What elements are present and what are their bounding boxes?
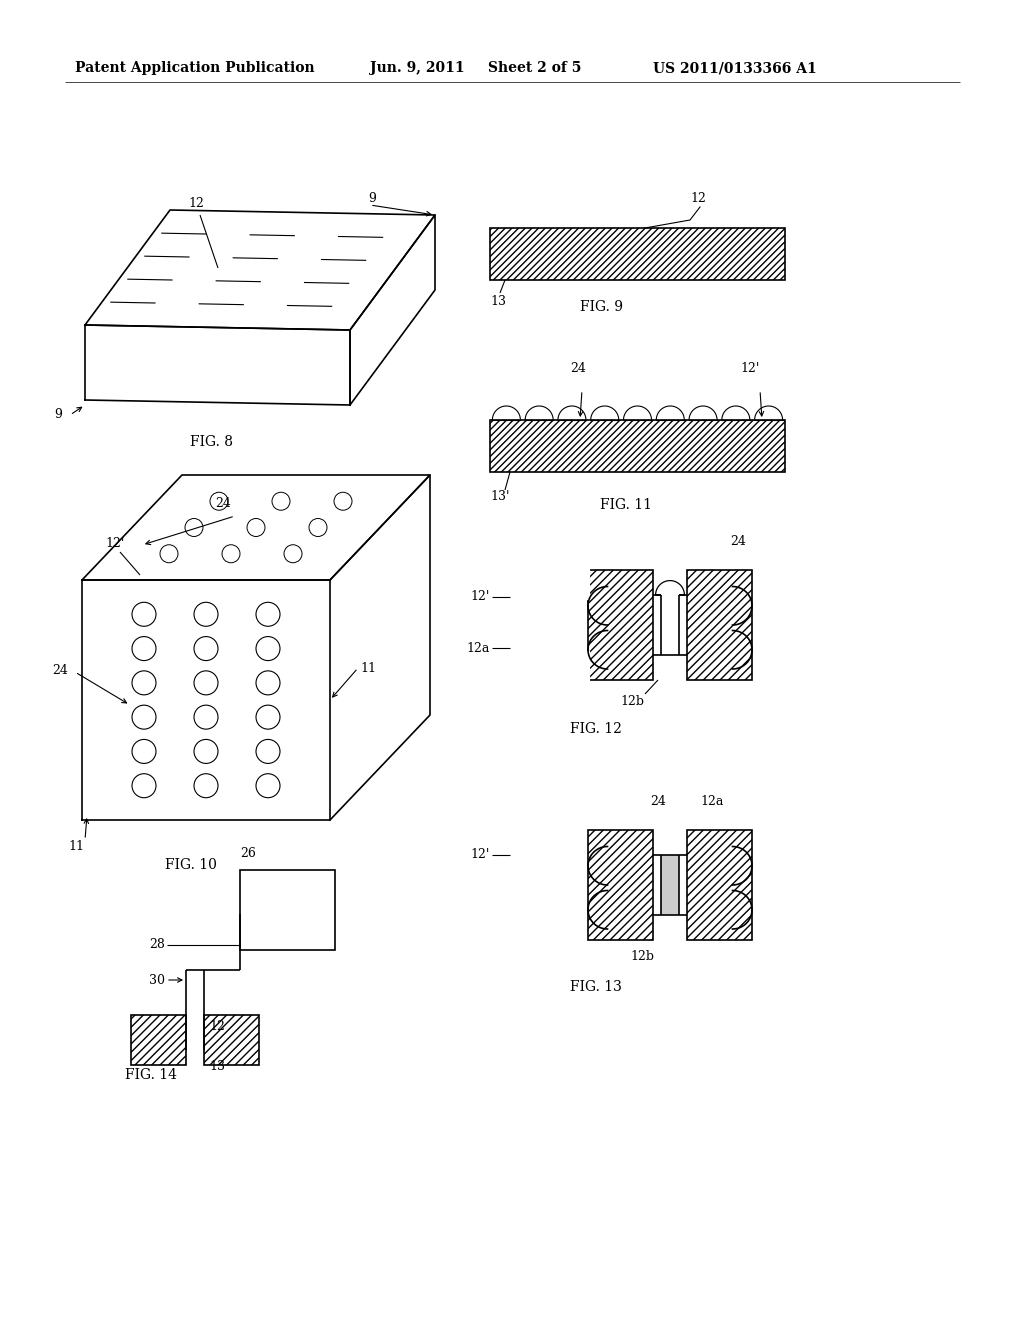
Text: 9: 9 [54, 408, 62, 421]
Text: 12a: 12a [467, 642, 490, 655]
Text: FIG. 13: FIG. 13 [570, 979, 622, 994]
Text: 12': 12' [471, 590, 490, 603]
Text: FIG. 9: FIG. 9 [580, 300, 623, 314]
Bar [588, 830, 653, 940]
Text: Sheet 2 of 5: Sheet 2 of 5 [488, 61, 582, 75]
Text: 24: 24 [215, 498, 230, 510]
Text: 12: 12 [690, 191, 706, 205]
Text: 12a: 12a [700, 795, 723, 808]
Bar [662, 855, 679, 915]
Bar [687, 570, 752, 680]
Bar [588, 570, 653, 680]
Text: 11: 11 [360, 661, 376, 675]
Text: 12': 12' [471, 849, 490, 862]
Text: 12': 12' [740, 362, 760, 375]
Text: 11: 11 [68, 840, 84, 853]
Bar [240, 870, 335, 950]
Text: 24: 24 [650, 795, 666, 808]
Text: FIG. 10: FIG. 10 [165, 858, 217, 873]
Text: 12: 12 [209, 1020, 225, 1034]
Text: FIG. 12: FIG. 12 [570, 722, 622, 737]
Text: 13: 13 [209, 1060, 225, 1073]
Text: 26: 26 [240, 847, 256, 861]
Text: 9: 9 [368, 191, 376, 205]
Text: FIG. 11: FIG. 11 [600, 498, 652, 512]
Text: 12b: 12b [630, 950, 654, 964]
Text: Patent Application Publication: Patent Application Publication [75, 61, 314, 75]
Bar [490, 228, 785, 280]
Text: 12': 12' [105, 537, 124, 550]
Text: 30: 30 [150, 974, 165, 986]
Text: US 2011/0133366 A1: US 2011/0133366 A1 [653, 61, 817, 75]
Text: 12b: 12b [620, 696, 644, 708]
Bar [687, 830, 752, 940]
Text: 24: 24 [570, 362, 586, 375]
Text: FIG. 8: FIG. 8 [190, 436, 233, 449]
Text: Jun. 9, 2011: Jun. 9, 2011 [370, 61, 465, 75]
Text: FIG. 14: FIG. 14 [125, 1068, 177, 1082]
Text: 24: 24 [730, 535, 745, 548]
Text: 24: 24 [52, 664, 68, 676]
Bar [204, 1015, 259, 1065]
Bar [490, 420, 785, 473]
Text: 13: 13 [490, 294, 506, 308]
Text: 12: 12 [188, 197, 204, 210]
Text: 13': 13' [490, 490, 510, 503]
Text: 28: 28 [150, 939, 165, 952]
Bar [131, 1015, 186, 1065]
